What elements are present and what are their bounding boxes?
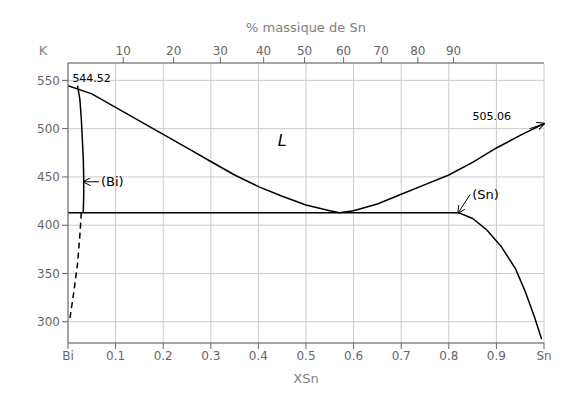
svg-text:20: 20 <box>166 44 181 58</box>
svg-text:40: 40 <box>256 44 271 58</box>
svg-text:0.7: 0.7 <box>392 349 411 363</box>
svg-text:50: 50 <box>297 44 312 58</box>
svg-text:450: 450 <box>37 170 60 184</box>
svg-text:(Bi): (Bi) <box>101 174 124 189</box>
svg-text:% massique de Sn: % massique de Sn <box>246 20 366 35</box>
svg-text:350: 350 <box>37 267 60 281</box>
svg-text:XSn: XSn <box>293 371 318 386</box>
svg-text:500: 500 <box>37 122 60 136</box>
svg-text:70: 70 <box>374 44 389 58</box>
svg-text:Sn: Sn <box>536 349 551 363</box>
svg-text:Bi: Bi <box>62 349 74 363</box>
svg-text:10: 10 <box>116 44 131 58</box>
svg-text:0.5: 0.5 <box>296 349 315 363</box>
svg-text:0.1: 0.1 <box>106 349 125 363</box>
svg-text:90: 90 <box>446 44 461 58</box>
svg-text:505.06: 505.06 <box>473 110 512 123</box>
svg-text:300: 300 <box>37 315 60 329</box>
svg-text:544.52: 544.52 <box>72 72 111 85</box>
svg-text:K: K <box>39 43 48 58</box>
svg-text:0.3: 0.3 <box>201 349 220 363</box>
svg-text:L: L <box>278 131 287 150</box>
svg-text:0.8: 0.8 <box>439 349 458 363</box>
svg-text:60: 60 <box>336 44 351 58</box>
svg-text:80: 80 <box>410 44 425 58</box>
svg-text:0.2: 0.2 <box>154 349 173 363</box>
svg-text:400: 400 <box>37 218 60 232</box>
svg-text:0.4: 0.4 <box>249 349 268 363</box>
svg-text:0.9: 0.9 <box>487 349 506 363</box>
svg-text:30: 30 <box>213 44 228 58</box>
svg-text:0.6: 0.6 <box>344 349 363 363</box>
svg-text:(Sn): (Sn) <box>472 187 499 202</box>
svg-text:550: 550 <box>37 74 60 88</box>
